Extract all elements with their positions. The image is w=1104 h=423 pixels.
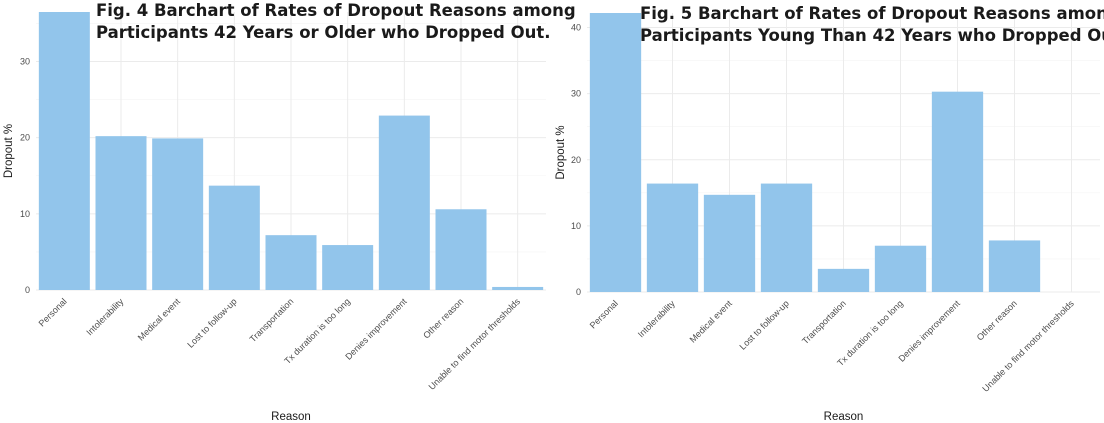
x-tick-label: Other reason [421, 296, 465, 340]
y-tick-label: 30 [571, 89, 581, 99]
chart-title-line-1: Fig. 4 Barchart of Rates of Dropout Reas… [96, 1, 576, 20]
bar [988, 240, 1041, 292]
x-tick-label: Intolerability [636, 298, 677, 339]
bar [208, 185, 260, 290]
x-tick-label: Medical event [136, 296, 183, 343]
chart-panel-fig5: 0 10 20 30 40 Personal Intolerability Medical e… [552, 0, 1104, 423]
x-tick-label: Transportation [248, 296, 296, 344]
x-tick-label: Unable to find motor thresholds [427, 296, 523, 392]
x-tick-label: Personal [37, 296, 69, 328]
bars [38, 12, 544, 291]
bar [874, 245, 927, 292]
y-axis-title: Dropout % [3, 124, 15, 178]
bar [265, 235, 317, 290]
y-tick-labels: 0 10 20 30 [20, 57, 30, 295]
y-tick-label: 30 [20, 57, 30, 67]
bar [817, 268, 870, 292]
y-tick-label: 10 [20, 209, 30, 219]
bar [38, 12, 90, 290]
x-tick-labels: Personal Intolerability Medical event Lost … [588, 298, 1077, 394]
x-tick-label: Medical event [688, 298, 735, 345]
bar [378, 115, 430, 291]
bar [95, 136, 147, 290]
y-tick-label: 0 [25, 285, 30, 295]
x-tick-label: Personal [588, 298, 620, 330]
y-tick-labels: 0 10 20 30 40 [571, 23, 581, 297]
chart-title-fig5: Fig. 5 Barchart of Rates of Dropout Reas… [640, 3, 1104, 47]
bar [703, 194, 756, 292]
x-tick-label: Lost to follow-up [185, 296, 238, 349]
x-axis-title: Reason [824, 411, 864, 423]
x-tick-label: Denies improvement [343, 296, 409, 362]
x-tick-label: Other reason [975, 298, 1019, 342]
bar [646, 183, 699, 292]
bars [589, 13, 1041, 292]
bar [931, 91, 984, 292]
barchart-fig5: 0 10 20 30 40 Personal Intolerability Medical e… [555, 13, 1100, 423]
y-tick-label: 10 [571, 221, 581, 231]
chart-title-fig4: Fig. 4 Barchart of Rates of Dropout Reas… [96, 0, 576, 44]
y-axis-title: Dropout % [555, 125, 567, 179]
y-tick-label: 0 [576, 287, 581, 297]
chart-title-line-1: Fig. 5 Barchart of Rates of Dropout Reas… [640, 4, 1104, 23]
barchart-fig4: 0 10 20 30 Personal Intolerability Medical eve… [3, 12, 546, 423]
x-tick-label: Denies improvement [896, 298, 962, 364]
chart-title-line-2: Participants 42 Years or Older who Dropp… [96, 23, 551, 42]
x-tick-label: Intolerability [84, 296, 125, 337]
x-tick-labels: Personal Intolerability Medical event Lost … [37, 296, 523, 392]
x-tick-label: Unable to find motor thresholds [980, 298, 1076, 394]
x-tick-label: Tx duration is too long [282, 296, 352, 366]
chart-title-line-2: Participants Young Than 42 Years who Dro… [640, 26, 1104, 45]
bar [152, 138, 204, 290]
y-tick-label: 40 [571, 23, 581, 33]
bar [589, 13, 642, 292]
x-axis-title: Reason [271, 411, 311, 423]
x-tick-label: Transportation [800, 298, 848, 346]
y-tick-label: 20 [20, 133, 30, 143]
bar [492, 286, 544, 290]
bar [435, 209, 487, 290]
x-tick-label: Tx duration is too long [835, 298, 905, 368]
y-tick-label: 20 [571, 155, 581, 165]
x-tick-label: Lost to follow-up [737, 298, 790, 351]
chart-panel-fig4: 0 10 20 30 Personal Intolerability Medical eve… [3, 0, 576, 423]
bar [322, 245, 374, 290]
bar [760, 183, 813, 292]
